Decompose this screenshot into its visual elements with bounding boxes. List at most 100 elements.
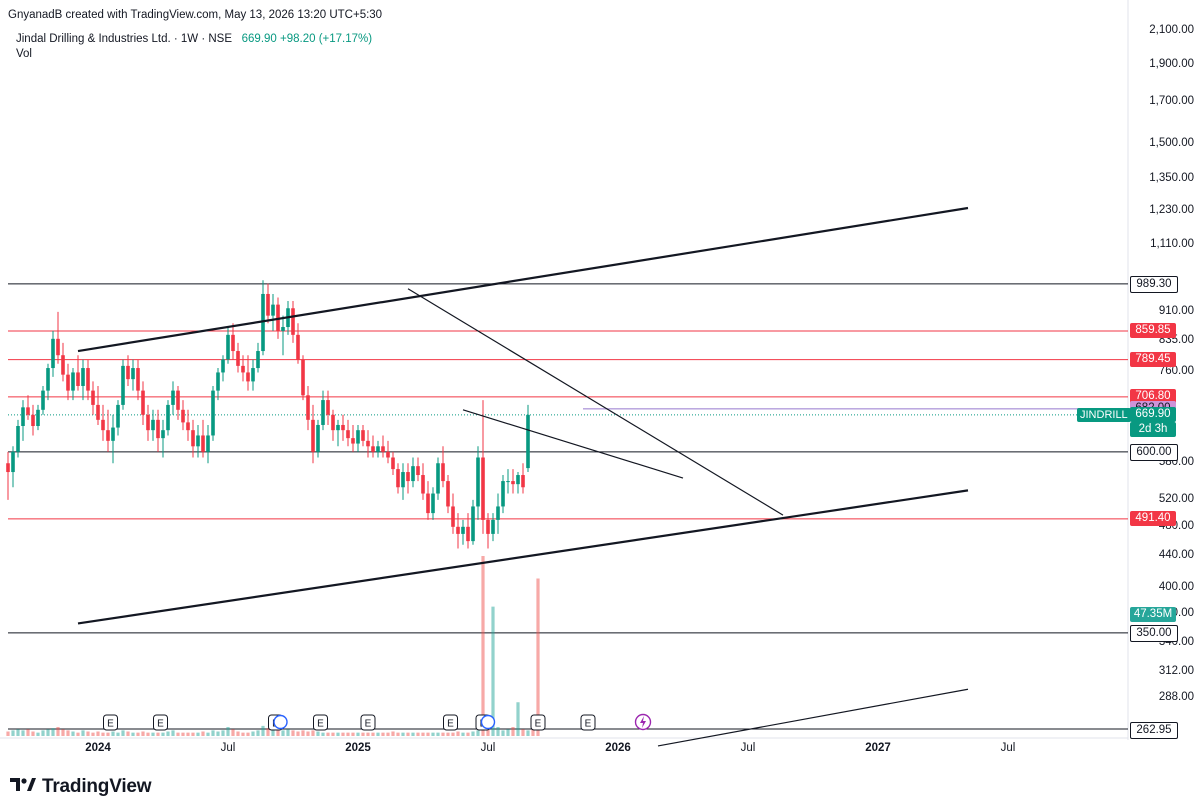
- price-tick-label: 1,350.00: [1149, 172, 1194, 185]
- volume-bar: [11, 730, 15, 736]
- earnings-marker-label: E: [535, 719, 542, 730]
- symbol-legend[interactable]: Jindal Drilling & Industries Ltd. · 1W ·…: [16, 33, 372, 45]
- candle-body: [421, 475, 425, 494]
- candle-body: [196, 435, 200, 447]
- symbol-title: Jindal Drilling & Industries Ltd. · 1W ·…: [16, 33, 233, 45]
- volume-bar: [281, 730, 285, 736]
- candle-body: [346, 430, 350, 439]
- candle-body: [76, 372, 80, 386]
- tradingview-logo-icon: [10, 776, 36, 798]
- candle-body: [351, 438, 355, 444]
- candle-body: [221, 359, 225, 373]
- time-tick-label: Jul: [740, 742, 756, 754]
- price-tick-label: 1,110.00: [1150, 238, 1194, 251]
- volume-bar: [406, 732, 410, 736]
- volume-bar: [176, 732, 180, 736]
- candle-body: [401, 472, 405, 488]
- volume-bar: [246, 732, 250, 736]
- volume-bar: [191, 732, 195, 736]
- volume-bar: [426, 732, 430, 736]
- candle-body: [326, 400, 330, 415]
- price-tick-label: 910.00: [1158, 304, 1194, 317]
- volume-bar: [506, 729, 510, 736]
- candle-body: [271, 304, 275, 316]
- time-tick-label: 2024: [85, 742, 111, 754]
- volume-bar: [86, 731, 90, 736]
- candle-body: [66, 374, 70, 391]
- candle-body: [331, 414, 335, 431]
- volume-bar: [381, 732, 385, 736]
- candle-body: [131, 368, 135, 380]
- volume-bar: [396, 732, 400, 736]
- candle-body: [276, 304, 280, 331]
- volume-bar: [201, 731, 205, 736]
- candle-body: [136, 368, 140, 391]
- candle-body: [511, 481, 515, 485]
- volume-bar: [481, 556, 485, 736]
- volume-bar: [331, 732, 335, 736]
- candle-body: [81, 368, 85, 386]
- candle-body: [446, 481, 450, 507]
- candle-body: [261, 293, 265, 352]
- price-tick-label: 760.00: [1158, 365, 1194, 378]
- candle-body: [436, 463, 440, 494]
- volume-bar: [356, 732, 360, 736]
- candle-body: [496, 506, 500, 520]
- volume-bar: [146, 732, 150, 736]
- candle-body: [306, 395, 310, 420]
- volume-bar: [511, 727, 515, 736]
- candle-body: [256, 351, 260, 369]
- candle-body: [126, 365, 130, 380]
- price-tick-label: 288.00: [1158, 691, 1194, 704]
- earnings-marker-label: E: [585, 719, 592, 730]
- volume-bar: [21, 730, 25, 736]
- candle-body: [296, 334, 300, 360]
- price-tick-label: 1,700.00: [1149, 94, 1194, 107]
- candle-body: [246, 372, 250, 382]
- dividend-marker-icon: [480, 714, 496, 730]
- candle-body: [361, 430, 365, 441]
- candle-body: [111, 427, 115, 441]
- candle-body: [151, 419, 155, 431]
- volume-bar: [66, 730, 70, 736]
- volume-bar: [26, 729, 30, 736]
- volume-bar: [171, 730, 175, 736]
- volume-bar: [56, 727, 60, 736]
- candle-body: [356, 430, 360, 444]
- volume-bar: [526, 730, 530, 736]
- volume-bar: [461, 732, 465, 736]
- volume-bar: [96, 731, 100, 736]
- volume-bar: [216, 731, 220, 736]
- volume-bar: [76, 732, 80, 736]
- volume-bar: [531, 729, 535, 736]
- candle-body: [101, 419, 105, 431]
- last-price: 669.90: [241, 33, 277, 45]
- candle-body: [321, 400, 325, 425]
- volume-bar: [126, 731, 130, 736]
- trend-line: [77, 206, 969, 353]
- candle-body: [36, 409, 40, 427]
- price-tick-label: 400.00: [1158, 581, 1194, 594]
- candle-body: [176, 390, 180, 410]
- price-tick-label: 440.00: [1158, 549, 1194, 562]
- candle-body: [91, 390, 95, 405]
- tradingview-logo[interactable]: TradingView: [10, 776, 152, 798]
- volume-bar: [51, 728, 55, 736]
- volume-bar: [181, 732, 185, 736]
- price-badge: 859.85: [1130, 323, 1176, 339]
- price-badge: 989.30: [1130, 276, 1178, 294]
- volume-bar: [476, 730, 480, 736]
- candle-body: [201, 435, 205, 452]
- candle-body: [456, 526, 460, 534]
- price-badge: 491.40: [1130, 511, 1176, 527]
- volume-bar: [301, 730, 305, 736]
- candle-body: [171, 390, 175, 405]
- candle-body: [476, 457, 480, 507]
- price-badge: 262.95: [1130, 721, 1178, 739]
- tradingview-brand: TradingView: [42, 776, 152, 797]
- chart-credit: GnyanadB created with TradingView.com, M…: [8, 9, 383, 21]
- time-tick-label: 2026: [605, 742, 631, 754]
- volume-bar: [236, 731, 240, 736]
- volume-bar: [346, 732, 350, 736]
